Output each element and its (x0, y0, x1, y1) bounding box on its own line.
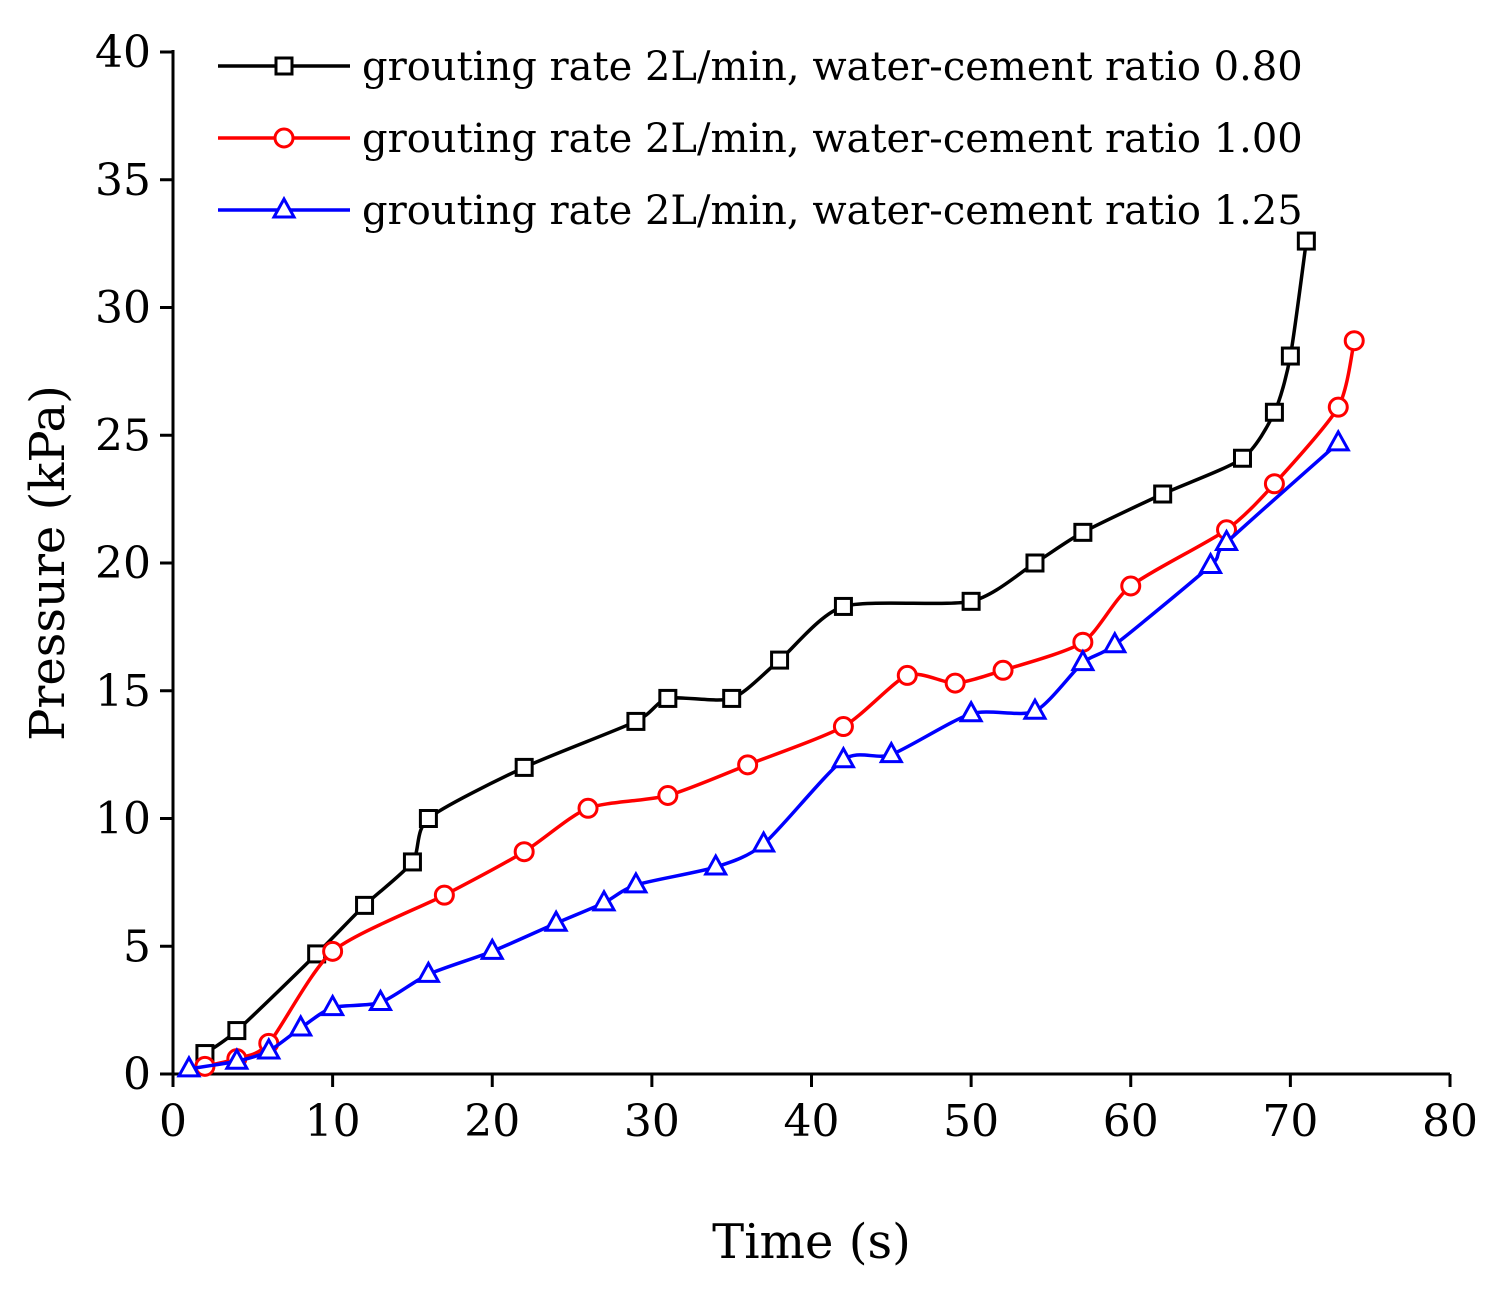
data-point (415, 960, 441, 983)
series-3 (176, 428, 1351, 1078)
data-point (944, 672, 966, 694)
data-point (1213, 528, 1240, 552)
x-tick-label: 10 (305, 1096, 361, 1147)
data-point (657, 785, 679, 807)
x-tick-label: 0 (159, 1096, 187, 1147)
data-point (224, 1047, 250, 1070)
data-point (961, 591, 981, 611)
data-point (832, 716, 854, 738)
x-axis-title: Time (s) (712, 1214, 911, 1270)
data-point (1343, 330, 1365, 352)
data-point (256, 1036, 282, 1060)
y-tick-label: 30 (95, 283, 151, 334)
legend-label: grouting rate 2L/min, water-cement ratio… (362, 44, 1303, 90)
data-point (577, 797, 599, 819)
data-point (896, 664, 918, 686)
data-point (992, 659, 1014, 681)
data-point (513, 841, 535, 863)
legend-marker (271, 195, 297, 219)
data-point (1198, 551, 1224, 575)
data-point (288, 1013, 314, 1037)
data-point (1022, 697, 1048, 720)
x-tick-label: 40 (784, 1096, 840, 1147)
series-1 (195, 231, 1316, 1064)
data-point (830, 745, 856, 769)
y-tick-label: 5 (123, 921, 151, 972)
data-point (1296, 231, 1316, 251)
x-tick-label: 70 (1262, 1096, 1318, 1147)
data-point (433, 884, 455, 906)
data-point (1102, 630, 1128, 654)
legend-item: grouting rate 2L/min, water-cement ratio… (218, 116, 1303, 162)
y-tick-label: 15 (95, 666, 151, 717)
data-point (751, 829, 777, 853)
data-point (307, 944, 327, 964)
x-tick-label: 50 (943, 1096, 999, 1147)
legend-item: grouting rate 2L/min, water-cement ratio… (218, 188, 1303, 234)
data-point (703, 852, 729, 876)
legend-label: grouting rate 2L/min, water-cement ratio… (362, 188, 1303, 234)
y-tick-label: 40 (95, 27, 151, 78)
data-point (479, 937, 505, 960)
y-tick-label: 0 (123, 1049, 151, 1100)
data-point (1280, 346, 1300, 366)
data-point (1232, 448, 1252, 468)
data-point (1264, 402, 1284, 422)
data-point (176, 1054, 202, 1078)
y-tick-label: 10 (95, 794, 151, 845)
series-line (203, 240, 1309, 1056)
data-point (402, 852, 422, 872)
x-tick-label: 80 (1422, 1096, 1478, 1147)
data-point (626, 711, 646, 731)
y-axis-title: Pressure (kPa) (20, 385, 76, 741)
data-point (1070, 648, 1096, 672)
y-tick-label: 25 (95, 410, 151, 461)
data-point (737, 754, 759, 776)
data-point (514, 757, 534, 777)
data-point (1025, 553, 1045, 573)
data-point (1073, 522, 1093, 542)
legend-label: grouting rate 2L/min, water-cement ratio… (362, 116, 1303, 162)
x-tick-label: 30 (624, 1096, 680, 1147)
legend: grouting rate 2L/min, water-cement ratio… (218, 44, 1303, 234)
data-point (878, 740, 904, 764)
tick-marks: 0 5 10 15 20 25 30 35 40 0 10 20 30 40 50 60 70 80 (95, 27, 1478, 1147)
series-layer (176, 231, 1365, 1078)
data-point (322, 940, 344, 962)
legend-marker (273, 127, 295, 149)
data-point (770, 650, 790, 670)
x-tick-label: 60 (1103, 1096, 1159, 1147)
y-tick-label: 35 (95, 155, 151, 206)
data-point (1153, 484, 1173, 504)
series-2 (194, 330, 1365, 1077)
series-line (188, 441, 1340, 1071)
legend-item: grouting rate 2L/min, water-cement ratio… (218, 44, 1303, 90)
data-point (1327, 396, 1349, 418)
legend-marker (274, 56, 294, 76)
data-point (367, 988, 394, 1011)
x-tick-label: 20 (464, 1096, 520, 1147)
data-point (227, 1021, 247, 1041)
data-point (355, 895, 375, 915)
data-point (623, 870, 649, 894)
data-point (543, 909, 569, 932)
y-tick-label: 20 (95, 538, 151, 589)
data-point (1072, 631, 1094, 653)
data-point (1120, 575, 1142, 597)
data-point (833, 596, 853, 616)
data-point (591, 888, 617, 912)
series-line (204, 340, 1356, 1069)
data-point (722, 688, 742, 708)
data-point (1263, 473, 1285, 495)
data-point (658, 688, 678, 708)
data-point (418, 809, 438, 828)
data-point (320, 993, 346, 1017)
data-point (958, 699, 984, 723)
data-point (1325, 428, 1351, 452)
